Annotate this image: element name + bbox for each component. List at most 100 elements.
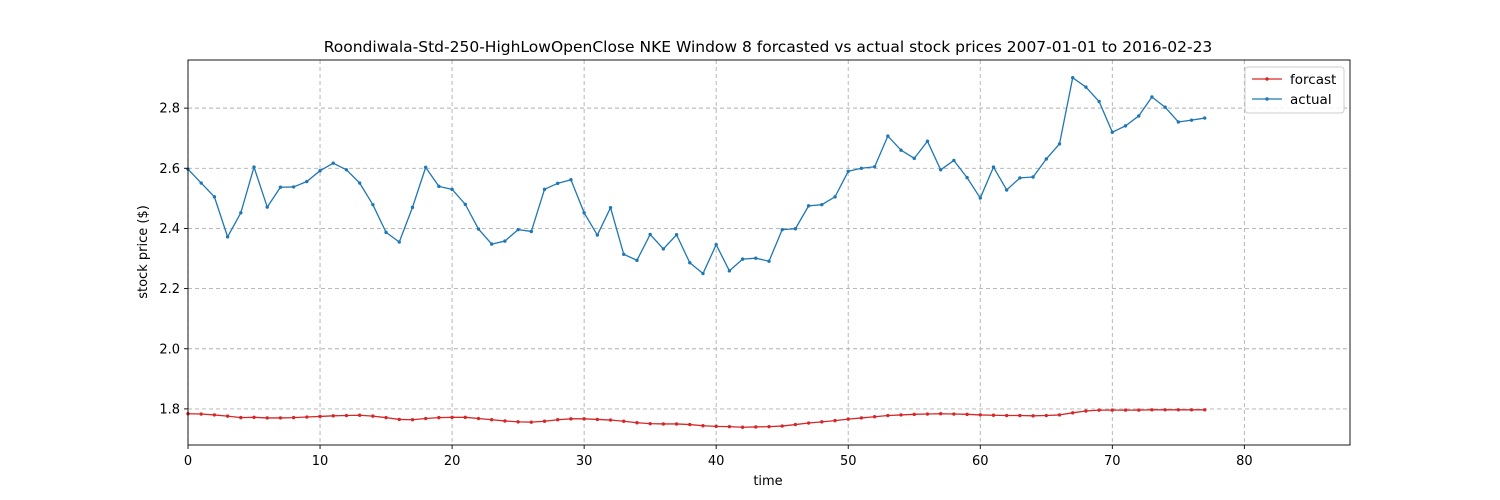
data-point-forcast xyxy=(503,419,507,423)
data-point-forcast xyxy=(714,424,718,429)
data-point-forcast xyxy=(1031,414,1035,418)
data-point-actual xyxy=(1110,130,1115,134)
data-point-actual xyxy=(846,169,850,173)
y-tick-label: 2.6 xyxy=(159,162,180,177)
data-point-forcast xyxy=(1123,408,1128,412)
data-point-forcast xyxy=(1097,408,1101,412)
data-point-actual xyxy=(925,139,930,143)
data-point-forcast xyxy=(872,415,877,419)
data-point-forcast xyxy=(437,415,441,420)
legend-marker-forcast xyxy=(1265,77,1269,81)
data-point-forcast xyxy=(1071,411,1075,415)
data-point-forcast xyxy=(529,420,534,424)
data-point-actual xyxy=(410,205,415,210)
x-tick-label: 30 xyxy=(576,454,593,469)
data-point-actual xyxy=(1097,99,1101,104)
data-point-forcast xyxy=(291,415,296,420)
data-point-actual xyxy=(265,205,269,209)
chart-title: Roondiwala-Std-250-HighLowOpenClose NKE … xyxy=(324,38,1213,56)
data-point-forcast xyxy=(542,419,547,423)
data-point-forcast xyxy=(991,413,996,417)
data-point-actual xyxy=(674,233,679,237)
data-point-actual xyxy=(608,205,613,210)
data-point-forcast xyxy=(423,416,428,421)
data-point-actual xyxy=(582,211,586,215)
data-point-forcast xyxy=(344,413,349,418)
data-point-actual xyxy=(938,168,943,172)
data-point-actual xyxy=(1084,85,1088,89)
data-point-actual xyxy=(199,181,203,185)
data-point-forcast xyxy=(278,416,283,420)
legend: forcast actual xyxy=(1244,66,1345,114)
data-point-forcast xyxy=(767,424,771,429)
data-point-actual xyxy=(212,195,217,199)
data-point-forcast xyxy=(965,412,969,417)
x-tick-label: 40 xyxy=(708,454,725,469)
data-point-forcast xyxy=(622,419,626,423)
data-point-forcast xyxy=(806,421,811,425)
data-point-forcast xyxy=(608,418,613,422)
data-point-forcast xyxy=(661,422,666,426)
data-point-actual xyxy=(793,227,798,231)
data-point-forcast xyxy=(740,425,745,429)
data-point-forcast xyxy=(754,425,758,429)
data-point-actual xyxy=(503,239,507,243)
series-line-actual xyxy=(187,77,1205,275)
data-point-actual xyxy=(991,165,996,169)
data-point-actual xyxy=(595,233,600,237)
data-point-actual xyxy=(450,187,454,192)
data-point-actual xyxy=(820,202,824,207)
legend-label-actual: actual xyxy=(1290,92,1332,108)
data-point-actual xyxy=(1071,76,1075,80)
data-point-actual xyxy=(318,168,322,173)
data-point-forcast xyxy=(833,418,837,423)
data-point-forcast xyxy=(1018,413,1022,418)
data-point-forcast xyxy=(674,422,679,426)
y-tick-label: 2.2 xyxy=(159,282,180,297)
data-point-forcast xyxy=(1044,413,1048,418)
data-point-actual xyxy=(740,257,745,261)
data-point-forcast xyxy=(595,417,600,422)
data-point-actual xyxy=(371,202,375,207)
gridlines xyxy=(187,60,1350,445)
data-point-forcast xyxy=(978,413,982,417)
data-point-forcast xyxy=(556,418,560,422)
x-tick-label: 80 xyxy=(1236,454,1253,469)
data-point-actual xyxy=(1123,124,1128,128)
y-tick-label: 2.0 xyxy=(159,342,180,357)
data-point-actual xyxy=(780,227,784,232)
data-point-forcast xyxy=(688,422,692,427)
y-tick-label: 2.8 xyxy=(159,102,180,117)
data-point-actual xyxy=(872,165,877,169)
data-point-actual xyxy=(899,148,903,152)
data-point-actual xyxy=(1044,157,1048,161)
data-point-actual xyxy=(305,179,309,184)
series-forcast xyxy=(186,408,1207,429)
data-point-forcast xyxy=(318,414,322,419)
data-point-actual xyxy=(1057,142,1062,146)
data-point-actual xyxy=(1018,176,1022,180)
data-point-actual xyxy=(278,185,283,189)
data-point-actual xyxy=(767,259,771,263)
data-point-actual xyxy=(912,156,916,161)
data-point-actual xyxy=(490,242,494,246)
data-point-actual xyxy=(476,227,481,231)
legend-marker-actual xyxy=(1265,97,1269,101)
data-point-actual xyxy=(688,261,692,265)
y-axis-label: stock price ($) xyxy=(136,205,151,299)
data-point-actual xyxy=(225,235,230,239)
data-point-forcast xyxy=(938,412,943,416)
data-point-actual xyxy=(635,258,639,263)
data-point-actual xyxy=(252,165,256,169)
data-point-actual xyxy=(357,181,362,185)
data-point-forcast xyxy=(212,413,217,417)
data-point-actual xyxy=(859,166,864,170)
data-point-actual xyxy=(291,185,296,189)
data-point-forcast xyxy=(490,418,494,422)
y-tick-label: 1.8 xyxy=(159,402,180,417)
data-point-actual xyxy=(754,256,758,260)
data-point-forcast xyxy=(846,417,850,421)
x-tick-label: 0 xyxy=(184,454,192,469)
data-point-forcast xyxy=(410,418,415,422)
data-point-forcast xyxy=(820,420,824,424)
